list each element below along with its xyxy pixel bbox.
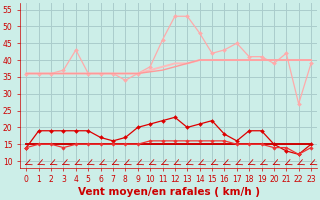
- X-axis label: Vent moyen/en rafales ( km/h ): Vent moyen/en rafales ( km/h ): [78, 187, 260, 197]
